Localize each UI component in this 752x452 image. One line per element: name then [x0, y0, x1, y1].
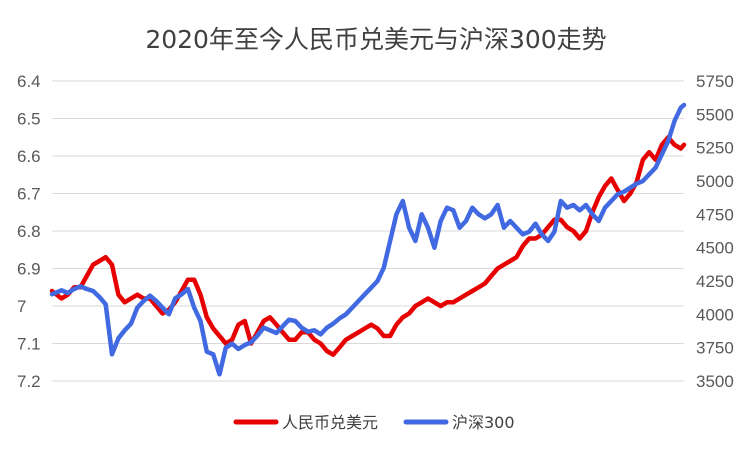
right-axis-ticks: 5750 5500 5250 5000 4750 4500 4250 4000 3750 3500 [696, 72, 734, 391]
left-tick-label: 6.8 [17, 222, 41, 241]
left-tick-label: 6.5 [17, 110, 41, 129]
legend: 人民币兑美元 沪深300 [233, 413, 515, 432]
right-tick-label: 3500 [696, 372, 734, 391]
legend-label-0: 人民币兑美元 [282, 413, 378, 432]
left-tick-label: 6.6 [17, 147, 41, 166]
series-line-1 [49, 102, 687, 377]
left-tick-label: 6.7 [17, 185, 41, 204]
right-tick-label: 5750 [696, 72, 734, 91]
left-tick-label: 6.9 [17, 260, 41, 279]
right-tick-label: 4750 [696, 205, 734, 224]
right-tick-label: 3750 [696, 339, 734, 358]
left-tick-label: 7.2 [17, 372, 41, 391]
series-layer [49, 102, 687, 377]
series-line-0 [49, 134, 687, 357]
left-tick-label: 6.4 [17, 72, 41, 91]
right-tick-label: 5250 [696, 139, 734, 158]
right-tick-label: 4500 [696, 239, 734, 258]
left-axis-ticks: 6.4 6.5 6.6 6.7 6.8 6.9 7 7.1 7.2 [17, 72, 41, 391]
right-tick-label: 5500 [696, 105, 734, 124]
right-tick-label: 4000 [696, 305, 734, 324]
chart-title: 2020年至今人民币兑美元与沪深300走势 [145, 25, 606, 54]
left-tick-label: 7 [17, 297, 26, 316]
grid-layer [52, 80, 684, 382]
right-tick-label: 4250 [696, 272, 734, 291]
right-tick-label: 5000 [696, 172, 734, 191]
left-tick-label: 7.1 [17, 335, 41, 354]
legend-label-1: 沪深300 [452, 413, 515, 432]
